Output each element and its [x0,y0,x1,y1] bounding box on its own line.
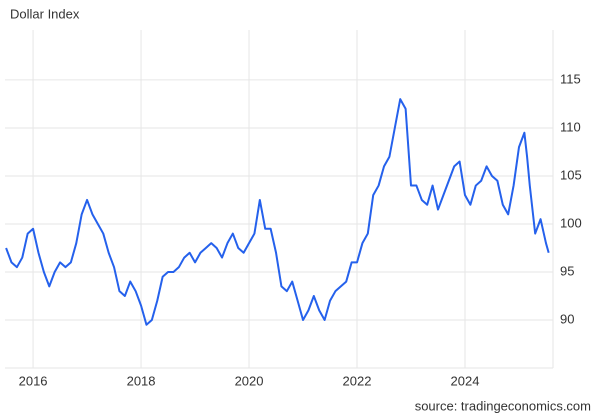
x-tick-label: 2016 [19,373,48,388]
y-tick-label: 95 [560,263,574,278]
y-tick-label: 100 [560,215,582,230]
y-tick-label: 105 [560,167,582,182]
source: source: tradingeconomics.com [415,398,591,413]
x-tick-label: 2018 [127,373,156,388]
y-tick-label: 90 [560,311,574,326]
x-tick-label: 2024 [451,373,480,388]
y-tick-label: 115 [560,71,581,86]
y-tick-label: 110 [560,119,581,134]
chart-title: Dollar Index [10,6,80,21]
data-line [5,98,550,326]
x-tick-label: 2022 [343,373,372,388]
x-tick-label: 2020 [235,373,264,388]
